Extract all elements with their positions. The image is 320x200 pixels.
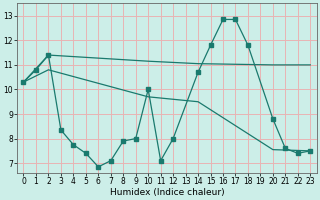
X-axis label: Humidex (Indice chaleur): Humidex (Indice chaleur) xyxy=(109,188,224,197)
